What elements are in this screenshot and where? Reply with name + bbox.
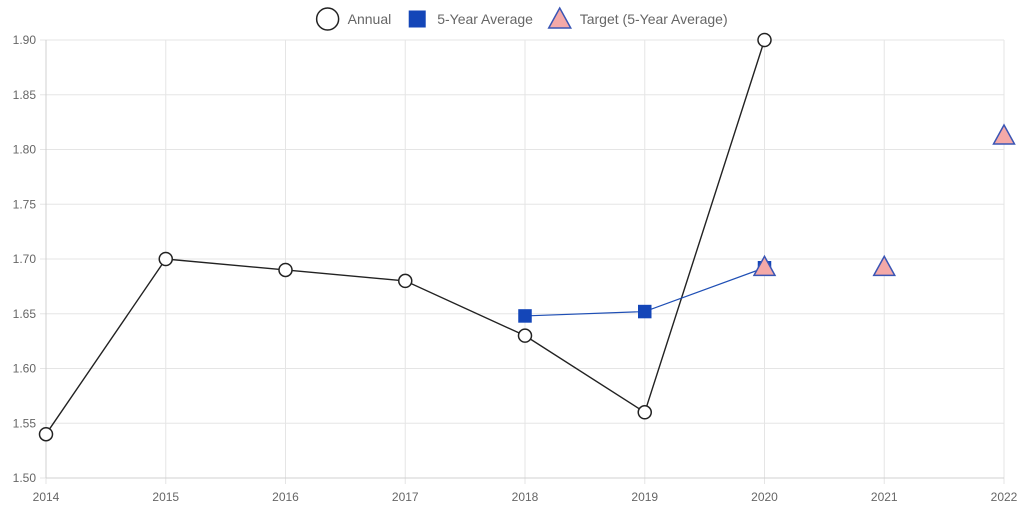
circle-point[interactable]	[158, 251, 173, 267]
legend-label: Annual	[348, 11, 392, 27]
square-point[interactable]	[518, 309, 532, 323]
triangle-point[interactable]	[752, 254, 777, 277]
circle-point[interactable]	[38, 426, 54, 442]
x-tick-label: 2019	[631, 490, 658, 504]
x-tick-label: 2014	[33, 490, 60, 504]
circle-point[interactable]	[637, 405, 652, 420]
grid	[45, 39, 1005, 479]
x-tick-label: 2017	[392, 490, 419, 504]
legend-item[interactable]: Target (5-Year Average)	[547, 6, 728, 29]
circle-point[interactable]	[278, 262, 293, 278]
y-tick-label: 1.75	[13, 197, 37, 211]
legend: Annual 5-Year Average Target (5-Year Avera…	[315, 6, 728, 31]
y-tick-label: 1.90	[13, 33, 37, 47]
square-point[interactable]	[638, 304, 652, 319]
triangle-point[interactable]	[872, 254, 897, 277]
x-tick-label: 2018	[512, 490, 539, 504]
x-tick-label: 2020	[751, 490, 778, 504]
y-tick-label: 1.65	[13, 307, 37, 321]
y-tick-label: 1.85	[13, 88, 37, 102]
series-annual	[38, 32, 772, 442]
x-tick-label: 2022	[991, 490, 1018, 504]
legend-square-icon	[408, 10, 426, 28]
x-tick-label: 2015	[152, 490, 179, 504]
y-tick-label: 1.60	[13, 362, 37, 376]
legend-circle-icon	[315, 7, 340, 31]
legend-label: Target (5-Year Average)	[580, 11, 728, 27]
legend-label: 5-Year Average	[437, 11, 533, 27]
circle-point[interactable]	[517, 328, 533, 343]
legend-item[interactable]: Annual	[315, 7, 392, 31]
y-tick-label: 1.80	[13, 143, 37, 157]
series-layer	[38, 32, 1016, 442]
x-tick-label: 2016	[272, 490, 299, 504]
legend-item[interactable]: 5-Year Average	[408, 10, 533, 28]
circle-point[interactable]	[757, 32, 772, 48]
axes: 1.50 1.55 1.60 1.65 1.70 1.75 1.80 1.85 1.90 2014…	[13, 33, 1018, 504]
x-tick-label: 2021	[871, 490, 898, 504]
circle-point[interactable]	[398, 273, 413, 289]
triangle-point[interactable]	[992, 123, 1016, 145]
y-tick-label: 1.55	[13, 416, 37, 430]
y-tick-label: 1.50	[13, 471, 37, 485]
legend-triangle-icon	[547, 6, 573, 29]
y-tick-label: 1.70	[13, 252, 37, 266]
series-target-5-year-average	[752, 123, 1016, 277]
